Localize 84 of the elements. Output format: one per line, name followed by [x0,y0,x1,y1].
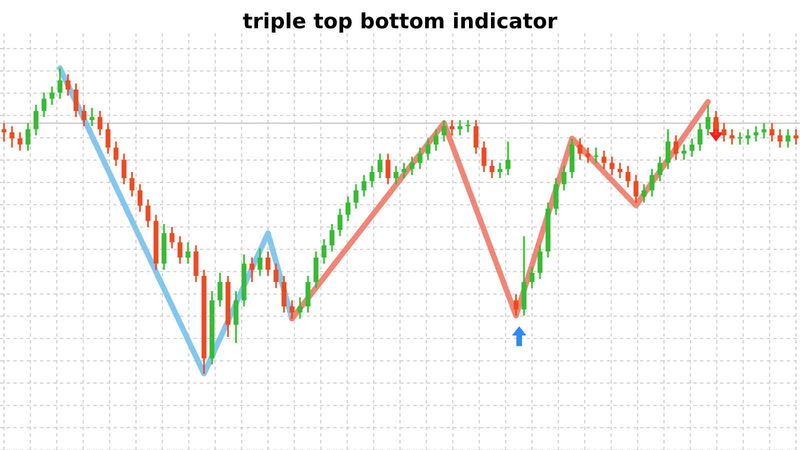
candlestick [138,183,142,213]
candlestick [658,156,662,182]
candlestick [386,152,390,186]
candlestick [434,128,438,152]
candlestick [258,248,262,277]
candlestick [274,262,278,289]
candlestick [610,156,614,176]
candlestick [490,158,494,179]
candlestick [290,299,294,320]
candlestick [106,122,110,155]
candlestick [122,152,126,186]
candlestick [298,296,302,320]
candlestick [458,119,462,136]
candlestick [698,122,702,152]
candlestick [626,165,630,188]
candlestick [34,104,38,136]
candlestick [602,150,606,170]
candlestick [266,250,270,277]
candlestick [330,223,334,252]
candlestick [338,208,342,238]
candlestick [354,183,358,210]
candlestick [402,162,406,179]
candlestick [482,140,486,173]
candlestick [706,104,710,136]
candlestick [42,92,46,118]
candlestick [450,119,454,136]
candlestick [18,131,22,152]
candlestick [786,128,790,148]
candlestick [586,146,590,164]
candlestick [178,235,182,264]
candlestick [770,122,774,142]
candlestick [10,125,14,148]
candlestick [514,293,518,316]
candlestick [74,82,78,118]
candlestick [442,119,446,142]
candlestick [146,198,150,228]
candlestick [186,241,190,264]
candlestick [778,128,782,148]
candlestick [250,256,254,283]
candlestick [418,146,422,170]
candlestick [690,138,694,158]
candlestick [98,110,102,136]
candlestick [650,168,654,198]
candlestick [730,128,734,146]
candlestick [2,122,6,142]
candlestick [394,165,398,186]
candlestick [562,165,566,192]
candlestick [538,244,542,280]
candlestick [722,122,726,142]
candlestick [738,131,742,146]
candlestick [794,128,798,146]
candlestick [618,162,622,179]
candlestick [378,152,382,179]
candlestick [114,140,118,167]
candlestick [26,122,30,152]
candlestick [346,196,350,222]
candlestick [90,107,94,128]
candlestick [506,140,510,176]
candlestick [530,266,534,289]
candlestick [714,110,718,136]
candlestick [50,86,54,106]
candlestick [58,67,62,100]
candlestick [666,128,670,170]
candlestick [762,122,766,140]
candlestick [82,104,86,128]
candlestick [578,138,582,161]
candlestick [634,174,638,204]
candlestick [426,138,430,161]
candlestick [474,119,478,155]
chart-title: triple top bottom indicator [242,12,558,33]
candlestick [754,125,758,142]
candlestick [682,144,686,161]
candlestick [642,183,646,204]
candlestick [362,174,366,198]
candlestick [498,162,502,179]
candlestick [66,73,70,96]
candlestick [746,128,750,146]
candlestick [130,171,134,198]
candlestick [170,226,174,250]
candlestick [410,156,414,176]
candlestick [674,134,678,161]
candlestick [322,238,326,264]
candlestick [370,165,374,188]
candlestick [218,272,222,308]
